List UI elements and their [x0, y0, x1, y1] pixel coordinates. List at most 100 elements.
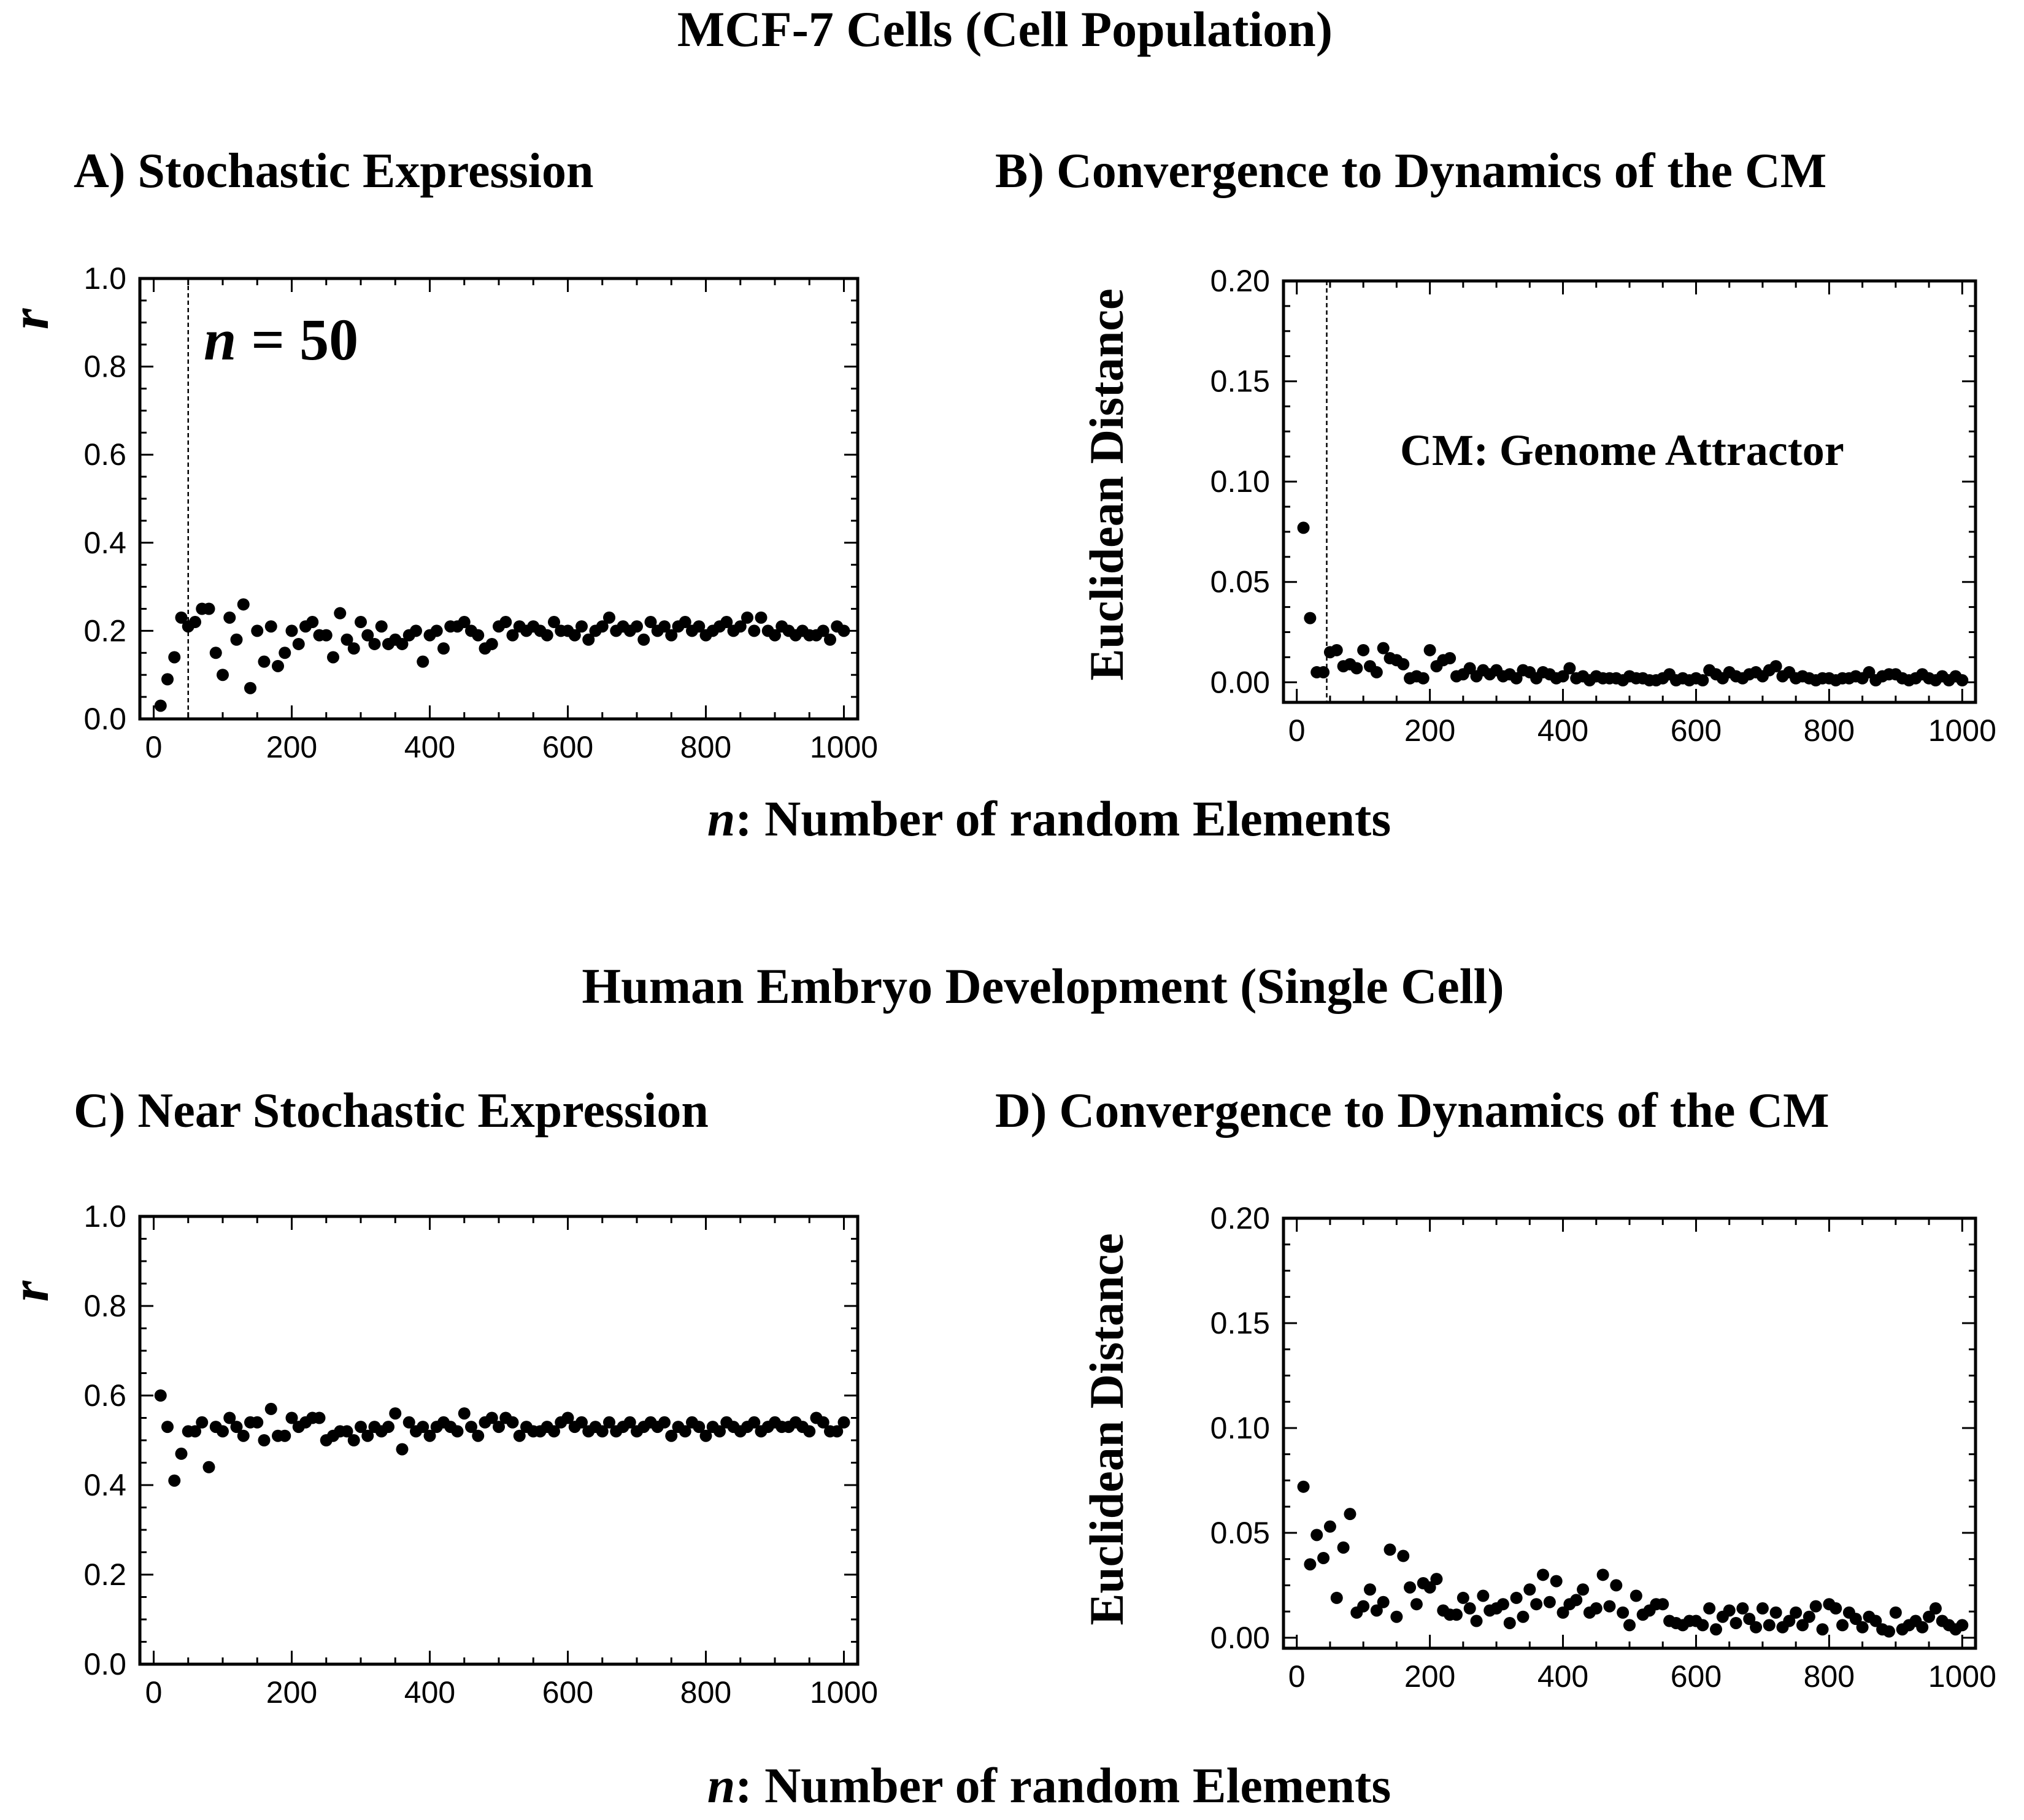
data-point [1570, 1594, 1583, 1607]
y-tick-label: 0.0 [83, 1647, 126, 1681]
data-point [1790, 1606, 1803, 1619]
x-tick-label: 200 [1404, 1659, 1455, 1694]
data-point [1769, 660, 1782, 673]
data-point [168, 1474, 181, 1487]
data-point [189, 616, 201, 629]
y-tick-label: 0.8 [83, 1289, 126, 1323]
data-point [665, 629, 678, 642]
y-tick-label: 0.20 [1210, 264, 1270, 298]
panel-title: D) Convergence to Dynamics of the CM [995, 1084, 1830, 1138]
x-tick-label: 1000 [1928, 1659, 1996, 1694]
data-point [382, 1421, 394, 1434]
data-point [347, 642, 360, 655]
data-point [506, 629, 519, 642]
data-point [1916, 1621, 1929, 1634]
y-axis-label: r [1, 308, 60, 329]
data-point [1556, 1606, 1569, 1619]
data-point [1357, 643, 1370, 656]
data-point [658, 620, 671, 633]
y-tick-label: 0.15 [1210, 364, 1270, 399]
data-point [251, 1416, 264, 1429]
data-point [423, 1429, 436, 1442]
data-point [1657, 1598, 1669, 1611]
panel-b: B) Convergence to Dynamics of the CM Eucl… [995, 144, 1996, 748]
data-point [389, 1407, 402, 1420]
data-point [1317, 1551, 1330, 1564]
data-point [1763, 1619, 1776, 1632]
data-point [161, 1421, 174, 1434]
data-point [313, 1411, 326, 1424]
panel-title: B) Convergence to Dynamics of the CM [995, 144, 1826, 198]
data-point [209, 647, 222, 659]
data-point [1323, 1520, 1336, 1533]
data-point [217, 1425, 229, 1438]
x-tick-label: 0 [1288, 1659, 1306, 1694]
x-tick-label: 1000 [810, 730, 878, 764]
data-point [1696, 1619, 1709, 1632]
data-point [334, 607, 347, 620]
x-axis-label-bottom: n: Number of random Elements [707, 1757, 1391, 1813]
data-point [714, 1425, 726, 1438]
data-point [817, 624, 829, 637]
panel-title: A) Stochastic Expression [74, 144, 593, 198]
data-point [1603, 1600, 1616, 1613]
data-point [175, 611, 188, 624]
data-point [1304, 612, 1317, 624]
data-point [603, 1416, 615, 1429]
data-point [327, 651, 339, 664]
data-point [396, 637, 409, 650]
data-point [244, 682, 256, 694]
data-point [1430, 1573, 1443, 1586]
data-point [1330, 1591, 1343, 1604]
data-point [803, 1425, 816, 1438]
data-point [1929, 1602, 1942, 1615]
panel-c: C) Near Stochastic Expression r 0 200 400 600… [1, 1084, 878, 1710]
y-tick-label: 0.8 [83, 350, 126, 384]
data-point [755, 611, 768, 624]
data-point [272, 659, 284, 672]
data-point [1956, 674, 1969, 687]
data-point [568, 629, 581, 642]
data-point [1423, 1581, 1436, 1594]
panel-d: D) Convergence to Dynamics of the CM Eucl… [995, 1084, 1996, 1694]
data-point [1849, 1613, 1862, 1626]
y-tick-label: 0.6 [83, 437, 126, 472]
data-point [202, 1461, 215, 1473]
data-point [1543, 1595, 1556, 1608]
data-point [720, 616, 733, 629]
data-point [631, 620, 643, 633]
data-point [1510, 1591, 1523, 1604]
data-point [1523, 1583, 1536, 1596]
data-point [1630, 1589, 1642, 1602]
data-point [264, 620, 277, 633]
data-point [1330, 643, 1343, 656]
data-point [1444, 652, 1456, 665]
data-point [1703, 1602, 1716, 1615]
y-tick-label: 0.00 [1210, 665, 1270, 699]
data-point [1390, 1610, 1403, 1623]
data-point [258, 655, 271, 668]
data-point [1370, 666, 1383, 678]
data-point [355, 616, 367, 629]
data-point [769, 629, 781, 642]
data-point [493, 1421, 505, 1434]
data-point [417, 655, 429, 668]
data-point [1297, 1480, 1310, 1493]
data-point [1736, 1602, 1749, 1615]
data-point [1304, 1558, 1317, 1571]
data-point [368, 637, 381, 650]
data-point [285, 1411, 298, 1424]
data-point [361, 1429, 374, 1442]
data-point [1796, 1619, 1809, 1632]
data-point [541, 629, 553, 642]
data-point [264, 1402, 277, 1415]
y-tick-label: 0.20 [1210, 1201, 1270, 1235]
data-point [161, 673, 174, 686]
data-point [1530, 1598, 1543, 1611]
data-point [458, 616, 471, 629]
data-point [1450, 1608, 1463, 1621]
middle-title: Human Embryo Development (Single Cell) [582, 958, 1504, 1014]
data-point [1710, 1623, 1722, 1636]
data-point [1370, 1604, 1383, 1617]
